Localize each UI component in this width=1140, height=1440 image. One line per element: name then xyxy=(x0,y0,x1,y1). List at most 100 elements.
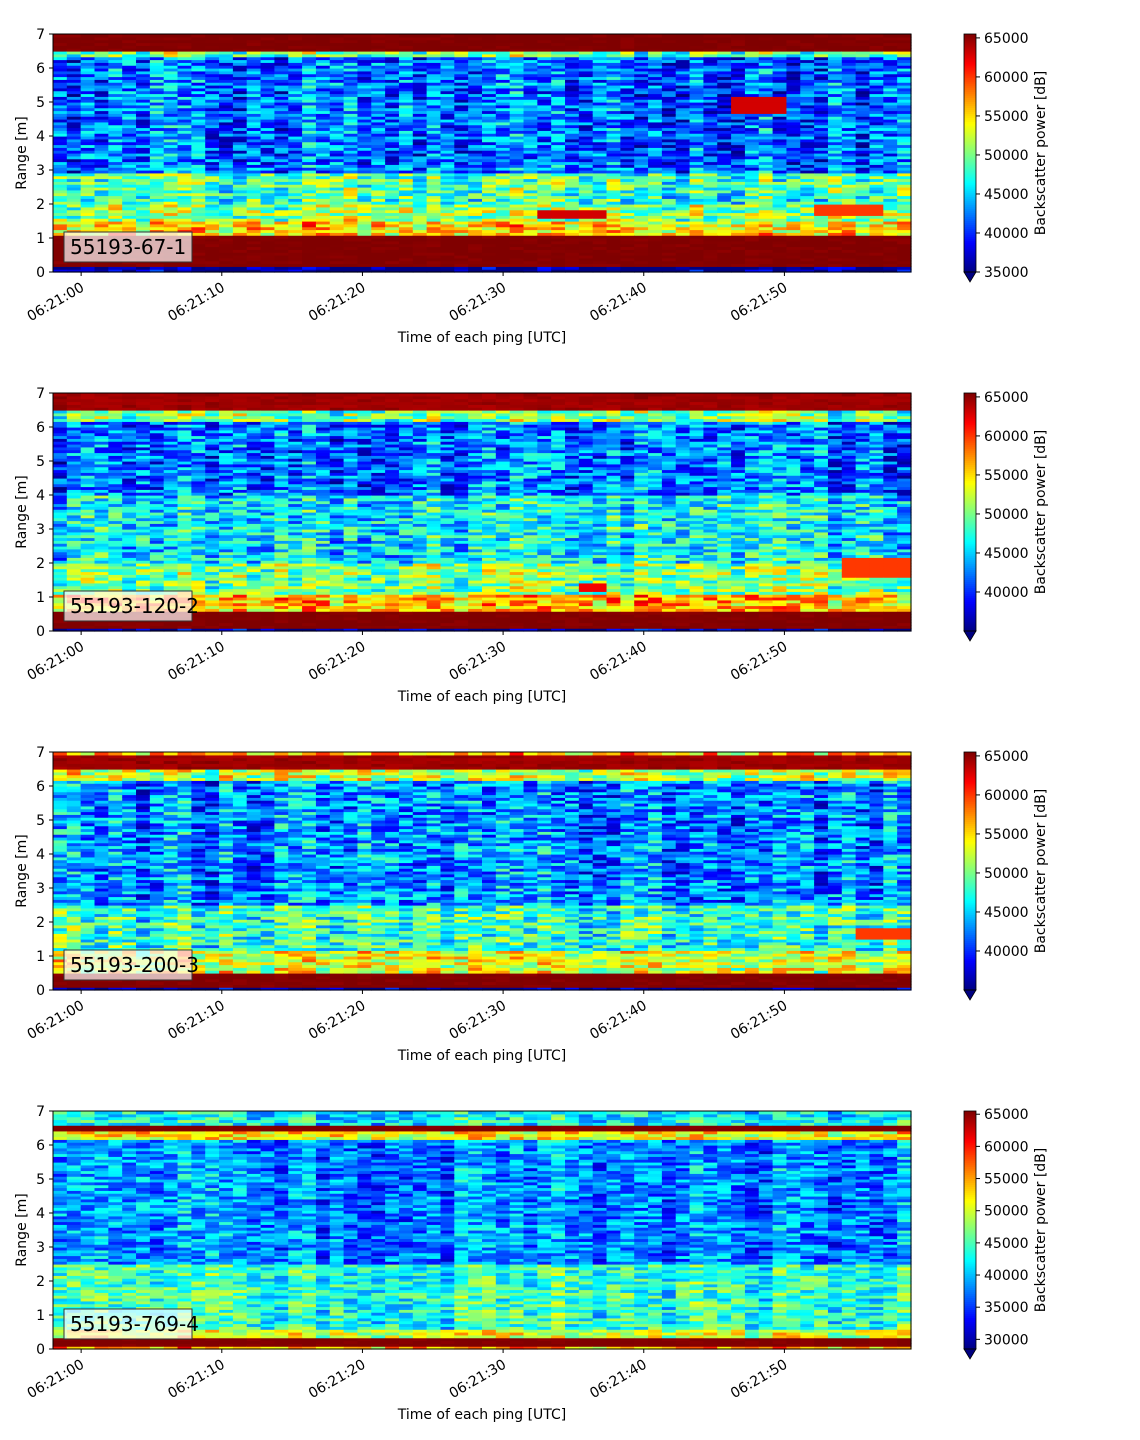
heatmap-cell xyxy=(274,127,289,131)
heatmap-cell xyxy=(108,170,123,174)
heatmap-cell xyxy=(136,269,151,273)
heatmap-cell xyxy=(219,158,234,163)
heatmap-cell xyxy=(177,263,192,267)
heatmap-cell xyxy=(191,257,206,262)
heatmap-cell xyxy=(274,133,289,137)
heatmap-cell xyxy=(260,76,276,80)
heatmap-cell xyxy=(136,206,151,211)
heatmap-cell xyxy=(468,34,483,38)
heatmap-cell xyxy=(232,79,248,83)
heatmap-cell xyxy=(191,87,206,92)
heatmap-cell xyxy=(260,104,276,109)
heatmap-cell xyxy=(219,223,234,228)
heatmap-cell xyxy=(80,124,96,129)
heatmap-cell xyxy=(149,198,165,202)
heatmap-cell xyxy=(191,221,206,225)
heatmap-cell xyxy=(66,113,82,117)
heatmap-cell xyxy=(149,93,165,97)
heatmap-cell xyxy=(205,175,220,180)
heatmap-cell xyxy=(800,34,815,38)
heatmap-cell xyxy=(232,189,248,194)
heatmap-cell xyxy=(232,99,248,103)
heatmap-cell xyxy=(108,124,123,129)
heatmap-cell xyxy=(232,269,248,273)
heatmap-cell xyxy=(149,144,165,148)
heatmap-cell xyxy=(260,161,276,165)
heatmap-cell xyxy=(219,209,234,214)
heatmap-cell xyxy=(274,130,289,134)
heatmap-cell xyxy=(205,87,220,92)
heatmap-cell xyxy=(246,221,262,225)
heatmap-cell xyxy=(288,209,303,214)
heatmap-cell xyxy=(191,269,206,273)
heatmap-cell xyxy=(94,93,109,97)
heatmap-cell xyxy=(136,68,151,72)
heatmap-cell xyxy=(122,42,137,46)
heatmap-cell xyxy=(122,167,137,171)
heatmap-cell xyxy=(260,90,276,95)
heatmap-cell xyxy=(149,136,165,140)
heatmap-cell xyxy=(232,153,248,157)
heatmap-cell xyxy=(163,158,179,163)
heatmap-cell xyxy=(94,155,109,160)
heatmap-cell xyxy=(288,51,303,55)
heatmap-cell xyxy=(288,155,303,160)
heatmap-cell xyxy=(219,85,234,89)
heatmap-cell xyxy=(260,133,276,137)
heatmap-cell xyxy=(191,45,206,49)
heatmap-cell xyxy=(108,53,123,58)
heatmap-cell xyxy=(136,144,151,148)
heatmap-cell xyxy=(232,232,248,236)
heatmap-cell xyxy=(205,243,220,248)
heatmap-cell xyxy=(260,34,276,38)
heatmap-cell xyxy=(149,90,165,95)
heatmap-cell xyxy=(288,167,303,171)
heatmap-cell xyxy=(288,124,303,129)
heatmap-cell xyxy=(94,223,109,228)
heatmap-cell xyxy=(578,34,594,38)
heatmap-cell xyxy=(53,116,68,120)
heatmap-cell xyxy=(219,130,234,134)
heatmap-cell xyxy=(136,209,151,214)
heatmap-cell xyxy=(108,107,123,112)
heatmap-cell xyxy=(246,260,262,265)
heatmap-cell xyxy=(66,116,82,120)
heatmap-cell xyxy=(163,221,179,225)
heatmap-cell xyxy=(302,34,317,38)
heatmap-cell xyxy=(108,96,123,100)
heatmap-cell xyxy=(149,266,165,270)
heatmap-cell xyxy=(205,238,220,242)
heatmap-cell xyxy=(108,70,123,75)
heatmap-cell xyxy=(274,212,289,216)
heatmap-cell xyxy=(260,150,276,154)
heatmap-cell xyxy=(108,223,123,228)
heatmap-cell xyxy=(205,184,220,188)
heatmap-cell xyxy=(232,243,248,248)
heatmap-cell xyxy=(53,104,68,109)
heatmap-cell xyxy=(108,229,123,233)
heatmap-cell xyxy=(274,107,289,112)
heatmap-cell xyxy=(94,209,109,214)
heatmap-cell xyxy=(163,34,179,38)
heatmap-cell xyxy=(246,90,262,95)
heatmap-cell xyxy=(122,73,137,78)
heatmap-cell xyxy=(260,127,276,131)
heatmap-cell xyxy=(232,93,248,97)
heatmap-cell xyxy=(136,70,151,75)
heatmap-cell xyxy=(66,184,82,188)
heatmap-cell xyxy=(205,158,220,163)
heatmap-cell xyxy=(149,158,165,163)
heatmap-cell xyxy=(205,73,220,78)
heatmap-cell xyxy=(122,266,137,270)
heatmap-cell xyxy=(80,181,96,185)
heatmap-cell xyxy=(232,116,248,120)
heatmap-cell xyxy=(108,79,123,83)
heatmap-cell xyxy=(205,164,220,168)
heatmap-cell xyxy=(205,62,220,66)
heatmap-cell xyxy=(246,232,262,236)
heatmap-cell xyxy=(108,119,123,123)
heatmap-cell xyxy=(122,127,137,131)
heatmap-cell xyxy=(205,48,220,52)
heatmap-cell xyxy=(177,223,192,228)
